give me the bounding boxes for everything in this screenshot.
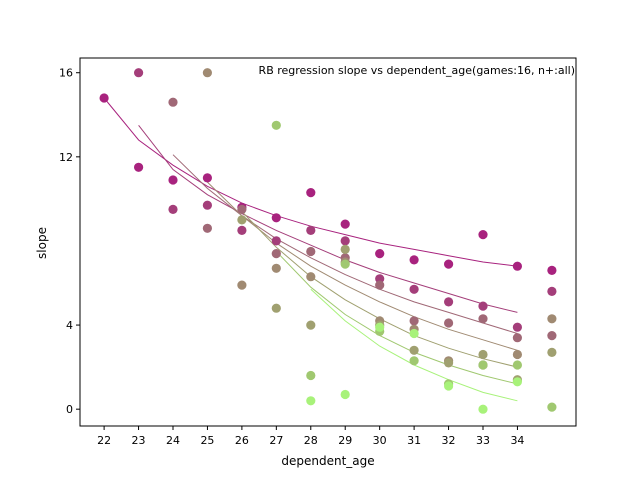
data-point [409, 328, 419, 339]
data-point [237, 215, 247, 225]
y-tick-label: 4 [66, 319, 73, 332]
x-axis-label: dependent_age [281, 454, 374, 468]
x-tick-label: 25 [200, 434, 214, 447]
data-point [547, 347, 557, 357]
data-point [547, 331, 557, 341]
data-point [134, 68, 144, 78]
data-point [340, 389, 350, 400]
data-point [375, 322, 385, 332]
data-point [271, 249, 281, 259]
data-point [478, 404, 488, 414]
x-tick-label: 30 [373, 434, 387, 447]
data-point [547, 286, 557, 296]
x-axis-ticks: 22 23 24 25 26 27 28 29 30 31 32 33 34 [97, 426, 524, 447]
x-tick-label: 22 [97, 434, 111, 447]
data-point [478, 360, 488, 370]
x-tick-label: 32 [442, 434, 456, 447]
x-tick-label: 34 [510, 434, 524, 447]
fit-curve-3 [172, 154, 518, 334]
data-point [478, 349, 488, 360]
data-point [409, 255, 419, 265]
fit-curve-1 [103, 97, 518, 267]
data-point [306, 272, 316, 282]
data-point [271, 120, 281, 130]
x-tick-label: 31 [407, 434, 421, 447]
data-point [202, 200, 212, 210]
data-point [512, 360, 523, 370]
data-point [409, 284, 419, 294]
data-point [444, 358, 454, 368]
x-tick-label: 27 [269, 434, 283, 447]
data-point [512, 333, 523, 343]
fit-curve-6 [275, 251, 518, 385]
x-tick-label: 23 [132, 434, 146, 447]
x-tick-label: 26 [235, 434, 249, 447]
data-point [512, 261, 523, 271]
data-point [340, 236, 350, 246]
x-tick-label: 24 [166, 434, 180, 447]
data-point [547, 314, 557, 324]
x-tick-label: 28 [304, 434, 318, 447]
data-point [168, 97, 178, 107]
y-tick-label: 0 [66, 403, 73, 416]
data-point [444, 297, 454, 307]
data-point [478, 230, 488, 240]
data-point [271, 303, 281, 313]
data-point [306, 396, 316, 406]
y-tick-label: 16 [59, 67, 73, 80]
y-axis-ticks: 0 4 12 16 [59, 67, 80, 416]
data-point [168, 175, 178, 185]
data-point [375, 280, 385, 290]
data-point [444, 259, 454, 269]
data-point [202, 173, 212, 183]
data-point [409, 316, 419, 326]
data-point [168, 204, 178, 214]
y-axis-label: slope [35, 227, 49, 259]
data-point [271, 213, 281, 223]
data-point [271, 263, 281, 273]
data-point [409, 345, 419, 355]
data-point [375, 274, 385, 284]
plot-frame [79, 57, 577, 427]
data-point [306, 320, 316, 330]
data-point [547, 265, 557, 275]
chart-title: RB regression slope vs dependent_age(gam… [259, 64, 575, 77]
data-point [409, 356, 419, 366]
data-point [306, 370, 316, 381]
data-point [340, 259, 350, 269]
y-tick-label: 12 [59, 151, 73, 164]
x-tick-label: 29 [338, 434, 352, 447]
data-point [306, 225, 316, 235]
data-point [202, 223, 212, 233]
x-tick-label: 33 [476, 434, 490, 447]
data-point [375, 249, 385, 259]
data-point [512, 322, 523, 332]
data-point [478, 314, 488, 324]
data-point [306, 246, 316, 257]
fit-curve-2 [138, 124, 518, 313]
data-point [512, 377, 523, 387]
data-point [134, 162, 144, 172]
data-point [271, 236, 281, 246]
data-point [237, 280, 247, 290]
data-point [547, 402, 557, 412]
data-point [478, 301, 488, 311]
data-point [306, 188, 316, 198]
data-point [237, 225, 247, 235]
data-point [512, 349, 523, 360]
data-point [340, 219, 350, 229]
data-point [340, 244, 350, 254]
data-point [444, 318, 454, 328]
data-point [99, 93, 109, 103]
data-point [237, 204, 247, 214]
data-point [444, 381, 454, 391]
data-points [99, 68, 557, 414]
data-point [202, 68, 212, 78]
